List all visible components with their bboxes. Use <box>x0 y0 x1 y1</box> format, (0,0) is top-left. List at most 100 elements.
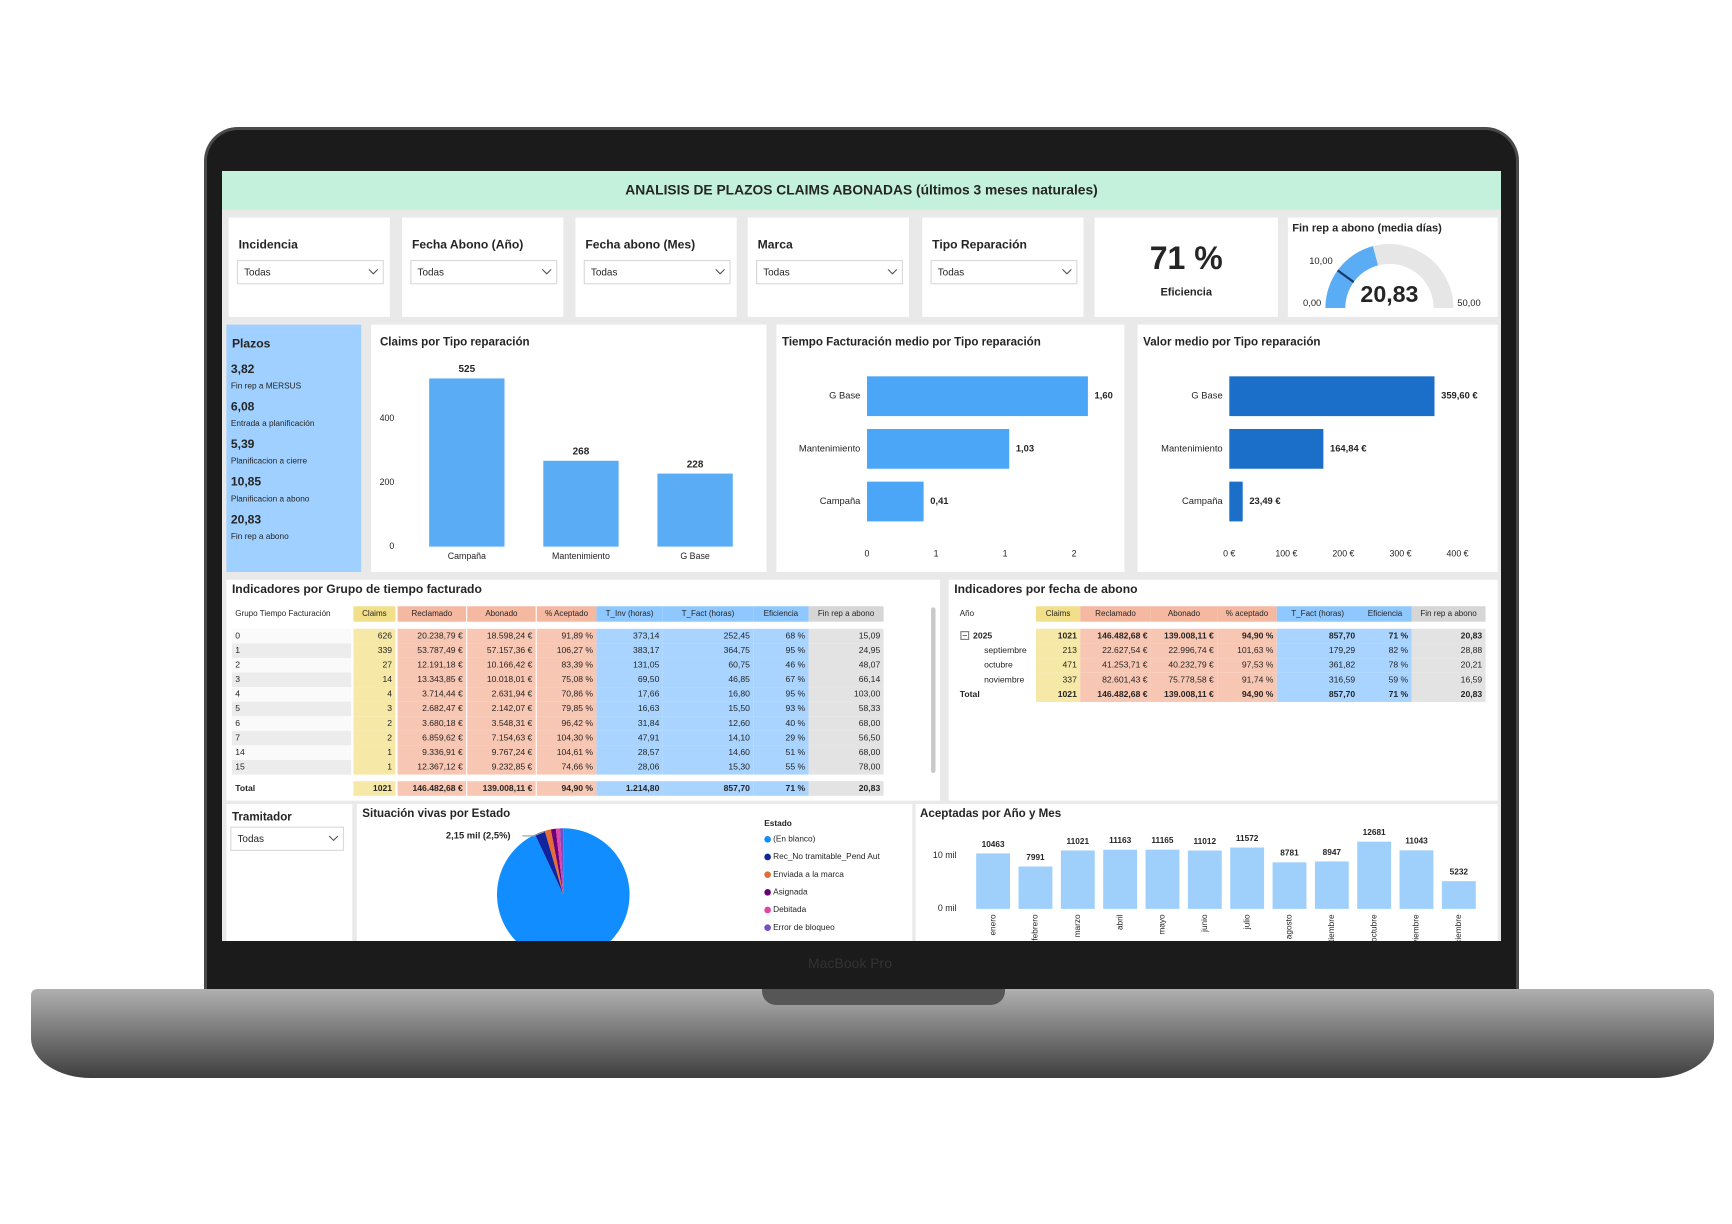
value-label: 164,84 € <box>1330 443 1367 453</box>
table-cell <box>596 672 663 688</box>
cell-text: 94,90 % <box>1242 689 1274 699</box>
cell-text: 57.157,36 € <box>487 645 533 655</box>
cell-text: 101,63 % <box>1237 645 1274 655</box>
cell-text: 103,00 <box>854 689 881 699</box>
legend-label: Asignada <box>773 888 808 897</box>
cell-text: 4 <box>235 689 240 699</box>
table-cell <box>596 730 663 746</box>
cell-text: 20,83 <box>1461 689 1483 699</box>
value-label: 268 <box>573 447 590 458</box>
column-header: Abonado <box>1168 609 1201 618</box>
cell-text: 14,60 <box>728 747 750 757</box>
legend-label: Debitada <box>773 905 806 914</box>
header-cell <box>596 606 663 622</box>
bezel-label: MacBook Pro <box>807 955 893 971</box>
header-cell <box>808 606 884 622</box>
cell-text: 71 % <box>1389 630 1409 640</box>
cell-text: 139.008,11 € <box>1164 689 1214 699</box>
table-cell <box>808 745 884 760</box>
pie-slice <box>559 828 564 895</box>
plazos-title: Plazos <box>232 337 271 351</box>
dropdown-value: Todas <box>417 267 444 278</box>
legend-title: Estado <box>764 819 792 828</box>
cell-text: 16,59 <box>1461 674 1483 684</box>
plazos-panel <box>226 324 362 573</box>
table-cell <box>353 730 396 746</box>
table-cell <box>1080 658 1151 673</box>
table-cell <box>231 716 352 731</box>
dropdown[interactable] <box>410 259 558 285</box>
value-label: 1,60 <box>1095 391 1113 401</box>
cell-text: 2 <box>387 718 392 728</box>
cell-text: 1 <box>235 645 240 655</box>
cell-text: 14,10 <box>728 732 750 742</box>
cell-text: 68,00 <box>859 747 881 757</box>
table-cell <box>467 781 536 796</box>
y-tick-label: Mantenimiento <box>799 443 861 453</box>
column-header: Claims <box>1046 609 1071 618</box>
bar <box>1103 849 1138 909</box>
dropdown[interactable] <box>930 259 1078 285</box>
table-cell <box>1217 628 1277 644</box>
cell-text: 93 % <box>786 703 806 713</box>
table-cell <box>808 759 884 775</box>
dropdown-chevron <box>368 268 379 275</box>
legend-swatch <box>764 924 771 931</box>
cell-text: 10.166,42 € <box>487 660 533 670</box>
cell-text: 179,29 <box>1329 645 1356 655</box>
plazo-label: Entrada a planificación <box>231 419 315 428</box>
dropdown[interactable] <box>236 259 384 285</box>
bar <box>429 378 505 547</box>
annotation-leader <box>522 831 545 837</box>
cell-text: 2 <box>235 660 240 670</box>
column-header: Abonado <box>485 609 518 618</box>
cell-text: 10.018,01 € <box>487 674 533 684</box>
cell-text: 5 <box>235 703 240 713</box>
x-tick-label: abril <box>1115 914 1124 930</box>
cell-text: 0 <box>235 630 240 640</box>
table-cell <box>397 730 467 746</box>
table-cell <box>397 759 467 775</box>
value-label: 11021 <box>1067 837 1090 846</box>
filter-label: Tramitador <box>232 811 292 823</box>
dropdown[interactable] <box>230 826 345 851</box>
column-header: T_Fact (horas) <box>1291 609 1344 618</box>
table-cell <box>231 687 352 702</box>
cell-text: 48,07 <box>859 660 881 670</box>
bar <box>1018 866 1053 909</box>
table-cell <box>1411 658 1486 673</box>
cell-text: 68,00 <box>859 718 881 728</box>
bar <box>1187 850 1222 909</box>
cell-text: 29 % <box>786 732 806 742</box>
bar <box>1229 376 1435 417</box>
table-cell <box>397 745 467 760</box>
chart-title: Situación vivas por Estado <box>362 808 510 820</box>
dropdown[interactable] <box>583 259 731 285</box>
filter-label: Fecha Abono (Año) <box>412 237 523 251</box>
table-cell <box>1358 643 1412 659</box>
table-cell <box>353 781 396 796</box>
y-tick-label: 0 <box>389 541 394 551</box>
table-cell <box>353 745 396 760</box>
dropdown[interactable] <box>756 259 903 285</box>
table-cell <box>536 781 597 796</box>
cell-text: 1 <box>387 762 392 772</box>
cell-text: 337 <box>1063 674 1078 684</box>
value-label: 8781 <box>1280 849 1299 858</box>
value-label: 5232 <box>1450 867 1469 876</box>
header-cell <box>536 606 597 622</box>
table-cell <box>353 759 396 775</box>
cell-text: 20,83 <box>859 783 881 793</box>
cell-text: septiembre <box>984 645 1027 655</box>
column-header: Eficiencia <box>1368 609 1403 618</box>
chart-card <box>356 803 913 941</box>
cell-text: 857,70 <box>1329 689 1356 699</box>
chart-title: Tiempo Facturación medio por Tipo repara… <box>782 336 1041 348</box>
y-tick-label: 10 mil <box>933 850 957 860</box>
cell-text: 146.482,68 € <box>412 783 462 793</box>
table-cell <box>596 643 663 658</box>
cell-text: 9.336,91 € <box>422 747 463 757</box>
value-label: 525 <box>459 364 476 375</box>
cell-text: 67 % <box>786 674 806 684</box>
legend-swatch <box>764 853 771 861</box>
